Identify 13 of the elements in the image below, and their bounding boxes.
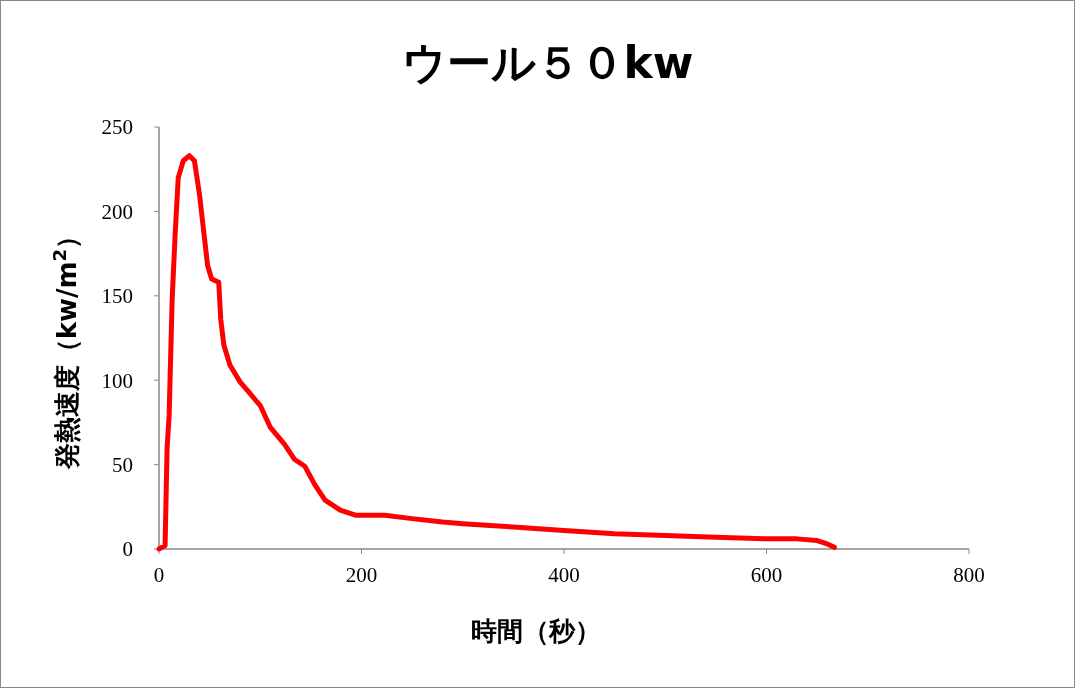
y-tick-label: 250 xyxy=(101,115,133,140)
y-tick-label: 200 xyxy=(101,199,133,224)
x-tick-label: 0 xyxy=(153,563,165,587)
y-tick-label: 100 xyxy=(101,368,133,393)
x-tick-label: 600 xyxy=(750,563,783,587)
x-tick-label: 200 xyxy=(345,563,378,587)
y-tick-label: 0 xyxy=(122,537,133,562)
y-tick-label: 150 xyxy=(101,284,133,309)
y-tick-label: 50 xyxy=(112,452,133,477)
x-tick-label: 800 xyxy=(953,563,985,587)
chart-title: ウール５０kw xyxy=(401,37,694,88)
x-axis-title: 時間（秒） xyxy=(470,616,601,646)
x-tick-label: 400 xyxy=(548,563,580,587)
